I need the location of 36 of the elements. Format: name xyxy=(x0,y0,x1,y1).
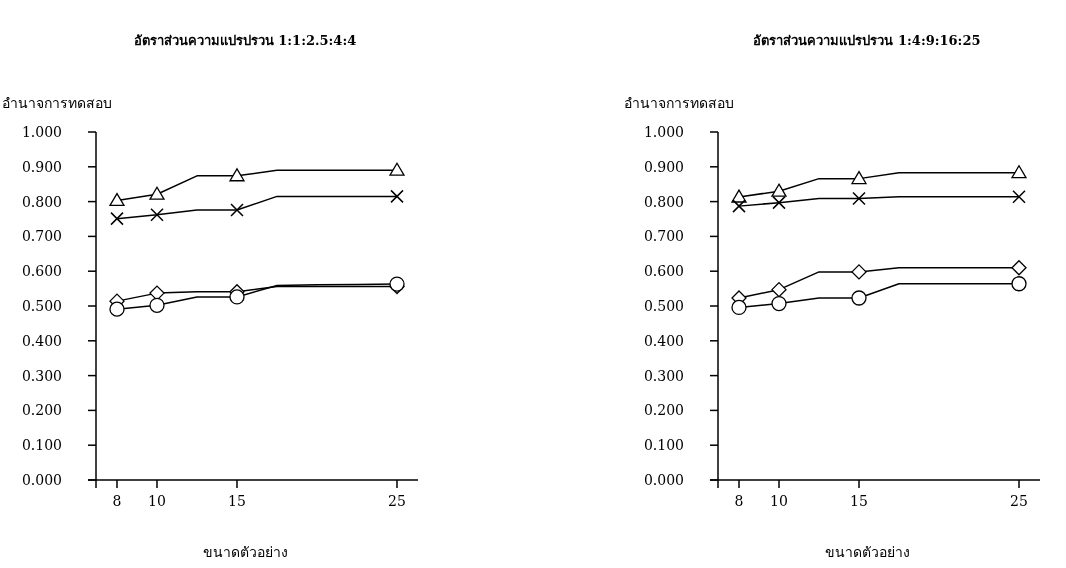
y-axis-title: อำนาจการทดสอบ xyxy=(2,95,112,111)
y-tick-label: 1.000 xyxy=(21,123,62,140)
x-tick-label: 8 xyxy=(112,493,122,509)
y-tick-label: 0.600 xyxy=(643,263,684,280)
y-tick-label: 0.100 xyxy=(643,437,684,454)
x-tick-label: 8 xyxy=(734,493,744,509)
y-tick-label: 0.200 xyxy=(643,402,684,419)
y-tick-label: 0.700 xyxy=(21,228,62,245)
y-tick-label: 0.300 xyxy=(643,367,684,384)
y-tick-label: 0.200 xyxy=(21,402,62,419)
y-tick-label: 0.600 xyxy=(21,263,62,280)
chart-title: อัตราส่วนความแปรปรวน 1:4:9:16:25 xyxy=(753,33,981,48)
x-tick-label: 15 xyxy=(228,493,246,509)
y-tick-label: 0.300 xyxy=(21,367,62,384)
y-tick-label: 0.800 xyxy=(643,193,684,210)
y-tick-label: 0.000 xyxy=(643,471,684,488)
y-tick-label: 0.500 xyxy=(643,297,684,314)
x-axis-title: ขนาดตัวอย่าง xyxy=(202,544,288,560)
x-tick-label: 25 xyxy=(388,493,406,509)
chart-title: อัตราส่วนความแปรปรวน 1:1:2.5:4:4 xyxy=(133,33,357,48)
y-tick-label: 0.400 xyxy=(643,332,684,349)
x-axis-title: ขนาดตัวอย่าง xyxy=(824,544,910,560)
y-tick-label: 0.800 xyxy=(21,193,62,210)
y-tick-label: 0.400 xyxy=(21,332,62,349)
y-tick-label: 0.100 xyxy=(21,437,62,454)
y-tick-label: 0.500 xyxy=(21,297,62,314)
x-tick-label: 10 xyxy=(770,493,788,509)
x-tick-label: 10 xyxy=(148,493,166,509)
y-tick-label: 0.700 xyxy=(643,228,684,245)
y-axis-title: อำนาจการทดสอบ xyxy=(624,95,734,111)
y-tick-label: 0.000 xyxy=(21,471,62,488)
x-tick-label: 15 xyxy=(850,493,868,509)
x-tick-label: 25 xyxy=(1010,493,1028,509)
y-tick-label: 0.900 xyxy=(643,158,684,175)
y-tick-label: 1.000 xyxy=(643,123,684,140)
y-tick-label: 0.900 xyxy=(21,158,62,175)
